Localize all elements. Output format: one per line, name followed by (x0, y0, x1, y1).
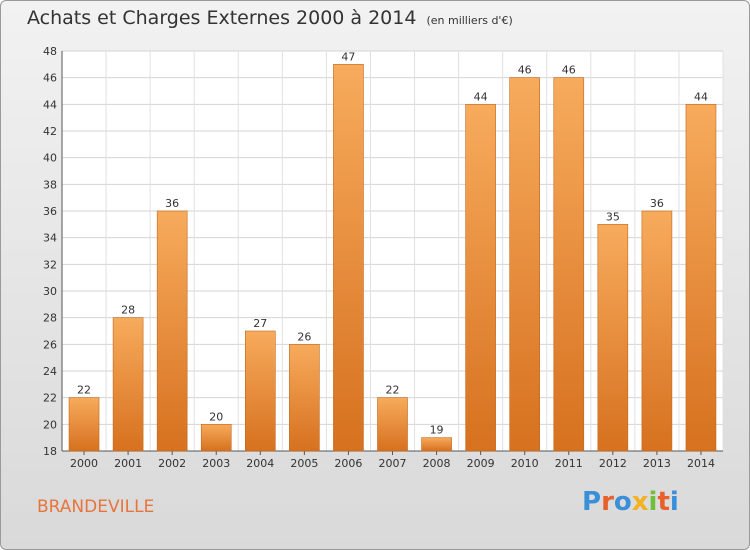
bar-2002 (156, 210, 188, 452)
x-tick-label-2005: 2005 (290, 457, 318, 470)
y-tick-label: 38 (43, 178, 57, 191)
value-label-2012: 35 (606, 210, 620, 223)
x-tick-label-2001: 2001 (114, 457, 142, 470)
value-label-2013: 36 (650, 197, 664, 210)
y-tick-label: 26 (43, 338, 57, 351)
logo-letter: t (657, 487, 670, 517)
bar-2001 (112, 317, 144, 452)
commune-name: BRANDEVILLE (37, 497, 155, 517)
bar-2010 (509, 77, 541, 452)
chart-title: Achats et Charges Externes 2000 à 2014 (e… (27, 7, 513, 29)
value-label-2006: 47 (341, 50, 355, 63)
x-tick-label-2003: 2003 (202, 457, 230, 470)
x-tick-label-2008: 2008 (423, 457, 451, 470)
bar-2011 (553, 77, 585, 452)
y-tick-label: 32 (43, 258, 57, 271)
y-tick-label: 24 (43, 365, 57, 378)
y-tick-label: 48 (43, 45, 57, 58)
y-tick-label: 36 (43, 205, 57, 218)
y-tick-label: 42 (43, 125, 57, 138)
x-tick-label-2009: 2009 (467, 457, 495, 470)
y-tick-label: 46 (43, 72, 57, 85)
x-tick-label-2012: 2012 (599, 457, 627, 470)
y-tick-label: 30 (43, 285, 57, 298)
value-label-2005: 26 (297, 330, 311, 343)
x-tick-label-2013: 2013 (643, 457, 671, 470)
bar-2012 (597, 224, 629, 452)
y-tick-label: 22 (43, 392, 57, 405)
x-tick-label-2014: 2014 (687, 457, 715, 470)
y-tick-label: 44 (43, 98, 57, 111)
bar-2006 (333, 64, 364, 452)
bar-2000 (68, 397, 100, 452)
bar-2013 (641, 210, 673, 452)
value-label-2011: 46 (562, 64, 576, 77)
x-tick-label-2000: 2000 (70, 457, 98, 470)
y-tick-label: 18 (43, 445, 57, 458)
value-label-2009: 44 (474, 90, 488, 103)
bar-2009 (465, 104, 496, 452)
logo-letter: x (631, 487, 649, 517)
value-label-2004: 27 (253, 317, 267, 330)
value-label-2002: 36 (165, 197, 179, 210)
bar-2008 (421, 437, 452, 452)
chart-title-text: Achats et Charges Externes 2000 à 2014 (27, 7, 417, 29)
value-label-2000: 22 (77, 384, 91, 397)
logo-letter: i (648, 487, 658, 517)
bar-2005 (289, 344, 320, 452)
y-tick-label: 40 (43, 152, 57, 165)
value-label-2007: 22 (386, 384, 400, 397)
labels: 18 20 22 24 26 28 30 32 34 36 38 40 42 44 46 48 22 2000 28… (43, 45, 715, 470)
bar-2007 (377, 397, 408, 452)
x-tick-label-2006: 2006 (334, 457, 362, 470)
logo-letter: P (582, 487, 602, 517)
y-tick-label: 20 (43, 418, 57, 431)
chart-unit: (en milliers d'€) (426, 14, 513, 27)
x-tick-label-2004: 2004 (246, 457, 274, 470)
y-tick-label: 34 (43, 232, 57, 245)
proxiti-logo[interactable]: Proxiti (582, 487, 679, 517)
bar-2004 (245, 330, 276, 452)
value-label-2003: 20 (209, 410, 223, 423)
y-tick-label: 28 (43, 312, 57, 325)
bars (68, 64, 717, 452)
x-tick-label-2011: 2011 (555, 457, 583, 470)
value-label-2008: 19 (430, 424, 444, 437)
bar-2003 (200, 424, 232, 452)
x-tick-label-2010: 2010 (511, 457, 539, 470)
bar-2014 (685, 104, 717, 452)
value-label-2001: 28 (121, 304, 135, 317)
x-tick-label-2007: 2007 (379, 457, 407, 470)
value-label-2010: 46 (518, 64, 532, 77)
logo-letter: r (601, 487, 614, 517)
logo-letter: o (613, 487, 632, 517)
value-label-2014: 44 (694, 90, 708, 103)
x-tick-label-2002: 2002 (158, 457, 186, 470)
logo-letter: i (669, 487, 679, 517)
